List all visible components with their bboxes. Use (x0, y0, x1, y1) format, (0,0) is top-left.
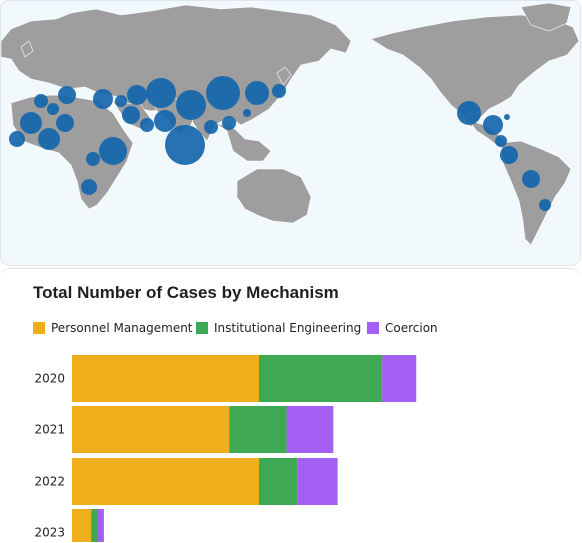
case-marker[interactable] (457, 101, 481, 125)
legend-swatch (33, 322, 45, 334)
australia-landmass (236, 168, 312, 224)
bar-segment[interactable] (72, 458, 259, 505)
case-marker[interactable] (20, 112, 42, 134)
case-marker[interactable] (47, 103, 59, 115)
bar-segment[interactable] (72, 509, 92, 542)
case-markers[interactable] (9, 76, 551, 211)
case-marker[interactable] (504, 114, 510, 120)
bar-segment[interactable] (91, 509, 98, 542)
case-marker[interactable] (222, 116, 236, 130)
bar-segment[interactable] (297, 458, 338, 505)
bar-segment[interactable] (382, 355, 417, 402)
case-marker[interactable] (9, 131, 25, 147)
case-marker[interactable] (38, 128, 60, 150)
legend-item[interactable]: Personnel Management (33, 321, 193, 335)
case-marker[interactable] (122, 106, 140, 124)
world-map-panel[interactable] (0, 0, 581, 266)
case-marker[interactable] (127, 85, 147, 105)
eurasia-landmass (1, 4, 352, 142)
world-map[interactable] (1, 1, 581, 266)
case-marker[interactable] (206, 76, 240, 110)
case-marker[interactable] (483, 115, 503, 135)
case-marker[interactable] (495, 135, 507, 147)
y-tick-label: 2022 (34, 475, 65, 489)
case-marker[interactable] (522, 170, 540, 188)
case-marker[interactable] (81, 179, 97, 195)
uk-landmass (20, 40, 34, 58)
north-america-landmass (370, 14, 580, 128)
case-marker[interactable] (204, 120, 218, 134)
legend-swatch (196, 322, 208, 334)
y-tick-label: 2023 (34, 526, 65, 540)
case-marker[interactable] (93, 89, 113, 109)
case-marker[interactable] (146, 78, 176, 108)
bar-segment[interactable] (286, 406, 334, 453)
case-marker[interactable] (243, 109, 251, 117)
case-marker[interactable] (56, 114, 74, 132)
south-america-landmass (500, 140, 572, 246)
case-marker[interactable] (539, 199, 551, 211)
case-marker[interactable] (176, 90, 206, 120)
case-marker[interactable] (86, 152, 100, 166)
bar-segment[interactable] (229, 406, 287, 453)
case-marker[interactable] (34, 94, 48, 108)
case-marker[interactable] (154, 110, 176, 132)
legend-item[interactable]: Coercion (367, 321, 438, 335)
chart-title: Total Number of Cases by Mechanism (33, 283, 339, 302)
case-marker[interactable] (140, 118, 154, 132)
legend-label: Institutional Engineering (214, 321, 362, 335)
bar-segment[interactable] (72, 355, 259, 402)
bar-segment[interactable] (97, 509, 104, 542)
case-marker[interactable] (99, 137, 127, 165)
case-marker[interactable] (165, 125, 205, 165)
bar-segment[interactable] (259, 458, 298, 505)
se-asia-landmass (214, 122, 272, 162)
japan-landmass (276, 66, 292, 86)
case-marker[interactable] (245, 81, 269, 105)
bar-segment[interactable] (72, 406, 230, 453)
case-marker[interactable] (58, 86, 76, 104)
bar-segment[interactable] (259, 355, 383, 402)
greenland-landmass (520, 2, 572, 32)
legend-label: Personnel Management (51, 321, 193, 335)
case-marker[interactable] (500, 146, 518, 164)
legend-swatch (367, 322, 379, 334)
y-tick-label: 2021 (34, 423, 65, 437)
case-marker[interactable] (115, 95, 127, 107)
case-marker[interactable] (272, 84, 286, 98)
legend-item[interactable]: Institutional Engineering (196, 321, 361, 335)
land-masses (1, 2, 580, 246)
y-tick-label: 2020 (34, 372, 65, 386)
legend-label: Coercion (385, 321, 438, 335)
